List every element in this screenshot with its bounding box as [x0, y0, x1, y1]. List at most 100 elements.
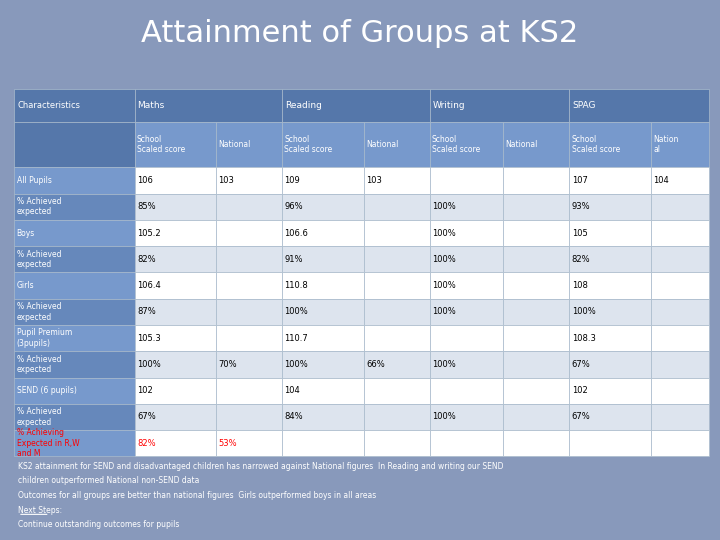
- Text: 100%: 100%: [432, 360, 456, 369]
- Bar: [135, 404, 216, 430]
- Text: children outperformed National non-SEND data: children outperformed National non-SEND …: [18, 476, 199, 485]
- Text: School
Scaled score: School Scaled score: [284, 135, 333, 154]
- Bar: [282, 430, 364, 456]
- Bar: [135, 273, 216, 299]
- Bar: [651, 351, 709, 377]
- Bar: [430, 325, 503, 351]
- Text: % Achieved
expected: % Achieved expected: [17, 249, 61, 269]
- Bar: [503, 246, 570, 273]
- Text: National: National: [366, 140, 398, 149]
- Bar: [430, 273, 503, 299]
- Bar: [651, 430, 709, 456]
- Bar: [135, 299, 216, 325]
- Bar: [364, 377, 430, 404]
- Text: Outcomes for all groups are better than national figures  Girls outperformed boy: Outcomes for all groups are better than …: [18, 491, 377, 500]
- Text: 105: 105: [572, 228, 588, 238]
- Text: School
Scaled score: School Scaled score: [432, 135, 480, 154]
- Bar: [430, 220, 503, 246]
- Bar: [570, 220, 651, 246]
- Text: 85%: 85%: [137, 202, 156, 211]
- Text: Characteristics: Characteristics: [17, 101, 81, 110]
- Text: 70%: 70%: [218, 360, 237, 369]
- Bar: [570, 89, 709, 122]
- Bar: [364, 404, 430, 430]
- Bar: [14, 430, 135, 456]
- Bar: [14, 299, 135, 325]
- Bar: [282, 404, 364, 430]
- Text: KS2 attainment for SEND and disadvantaged children has narrowed against National: KS2 attainment for SEND and disadvantage…: [18, 462, 503, 471]
- Bar: [135, 122, 216, 167]
- Bar: [570, 167, 651, 194]
- Bar: [282, 299, 364, 325]
- Bar: [282, 351, 364, 377]
- Bar: [14, 220, 135, 246]
- Text: School
Scaled score: School Scaled score: [137, 135, 185, 154]
- Bar: [570, 351, 651, 377]
- Bar: [503, 273, 570, 299]
- Text: 82%: 82%: [137, 438, 156, 448]
- Text: 108: 108: [572, 281, 588, 290]
- Bar: [503, 377, 570, 404]
- Bar: [135, 167, 216, 194]
- Text: National: National: [218, 140, 251, 149]
- Bar: [430, 299, 503, 325]
- Bar: [503, 167, 570, 194]
- Text: All Pupils: All Pupils: [17, 176, 51, 185]
- Bar: [135, 220, 216, 246]
- Bar: [651, 377, 709, 404]
- Bar: [651, 220, 709, 246]
- Text: 105.2: 105.2: [137, 228, 161, 238]
- Bar: [135, 194, 216, 220]
- Text: % Achieved
expected: % Achieved expected: [17, 197, 61, 217]
- Text: % Achieved
expected: % Achieved expected: [17, 302, 61, 321]
- Bar: [651, 194, 709, 220]
- Bar: [282, 220, 364, 246]
- Text: 53%: 53%: [218, 438, 237, 448]
- Bar: [651, 325, 709, 351]
- Bar: [216, 246, 282, 273]
- Bar: [651, 167, 709, 194]
- Bar: [14, 351, 135, 377]
- Text: 67%: 67%: [572, 360, 590, 369]
- Bar: [282, 246, 364, 273]
- Bar: [282, 325, 364, 351]
- Bar: [135, 325, 216, 351]
- Text: Writing: Writing: [433, 101, 465, 110]
- Bar: [430, 194, 503, 220]
- Bar: [216, 299, 282, 325]
- Bar: [216, 404, 282, 430]
- Text: SEND (6 pupils): SEND (6 pupils): [17, 386, 76, 395]
- Bar: [282, 377, 364, 404]
- Bar: [430, 404, 503, 430]
- Text: 102: 102: [137, 386, 153, 395]
- Bar: [14, 273, 135, 299]
- Bar: [135, 377, 216, 404]
- Bar: [216, 430, 282, 456]
- Text: 84%: 84%: [284, 413, 303, 421]
- Bar: [216, 377, 282, 404]
- Bar: [14, 377, 135, 404]
- Bar: [651, 273, 709, 299]
- Text: Maths: Maths: [138, 101, 165, 110]
- Text: 103: 103: [366, 176, 382, 185]
- Text: 100%: 100%: [432, 307, 456, 316]
- Bar: [135, 430, 216, 456]
- Bar: [282, 194, 364, 220]
- Text: 93%: 93%: [572, 202, 590, 211]
- Text: 100%: 100%: [572, 307, 595, 316]
- Text: 104: 104: [284, 386, 300, 395]
- Bar: [430, 377, 503, 404]
- Bar: [14, 246, 135, 273]
- Bar: [216, 194, 282, 220]
- Text: % Achieving
Expected in R,W
and M: % Achieving Expected in R,W and M: [17, 428, 79, 458]
- Bar: [216, 167, 282, 194]
- Bar: [282, 122, 364, 167]
- Bar: [503, 430, 570, 456]
- Bar: [364, 351, 430, 377]
- Bar: [651, 246, 709, 273]
- Text: 96%: 96%: [284, 202, 303, 211]
- Text: 67%: 67%: [572, 413, 590, 421]
- Text: 82%: 82%: [137, 255, 156, 264]
- Bar: [503, 194, 570, 220]
- Text: Next Steps:: Next Steps:: [18, 505, 62, 515]
